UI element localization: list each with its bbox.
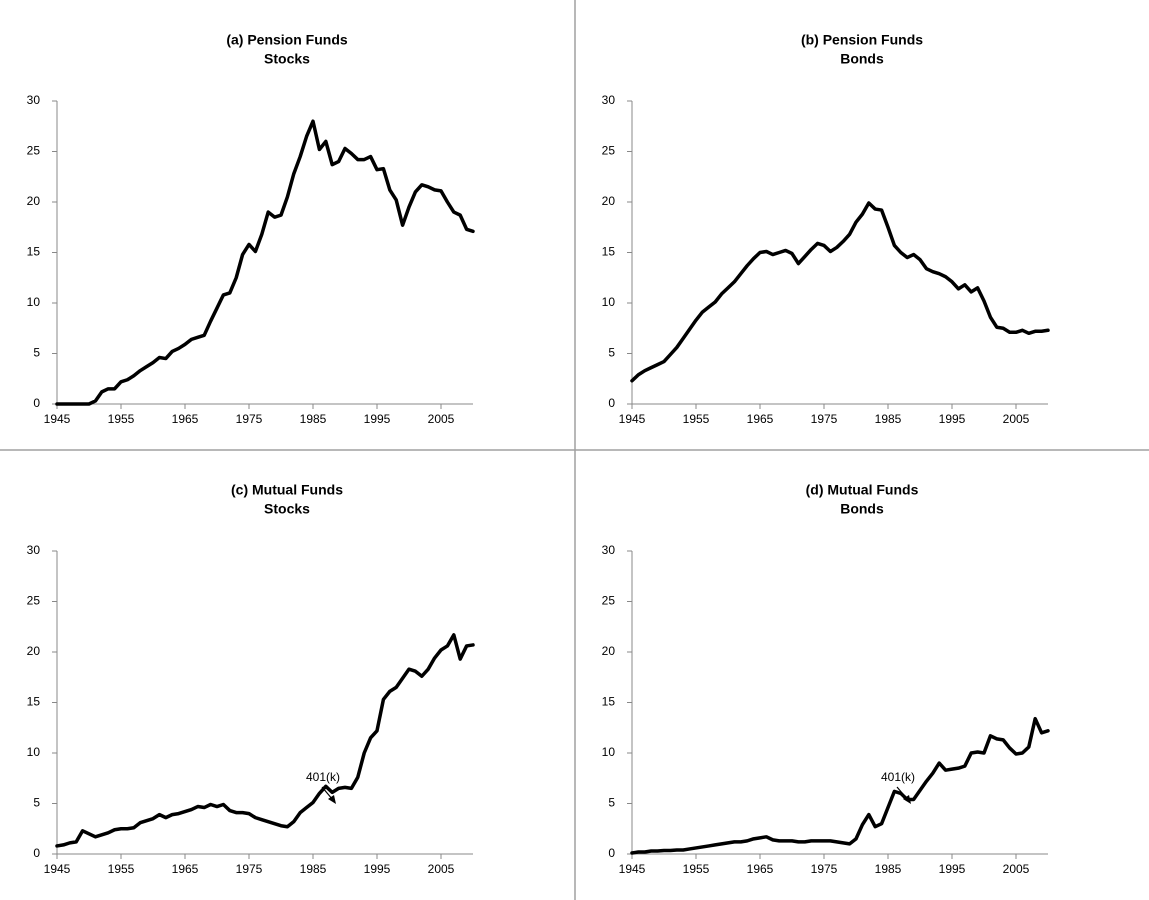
x-tick-label: 2005 <box>428 412 455 426</box>
y-tick-label: 0 <box>608 846 615 860</box>
y-tick-label: 20 <box>27 644 41 658</box>
x-tick-label: 1975 <box>811 412 838 426</box>
y-tick-label: 5 <box>608 796 615 810</box>
x-tick-label: 1945 <box>619 412 646 426</box>
y-tick-label: 30 <box>27 93 41 107</box>
x-tick-label: 1985 <box>300 862 327 876</box>
chart-panel: (b) Pension Funds Bonds 0 5 10 15 20 25 30 1945 19… <box>602 32 1050 426</box>
x-tick-label: 1975 <box>236 862 263 876</box>
x-tick-label: 1965 <box>172 412 199 426</box>
annotation: 401(k) <box>881 770 915 784</box>
x-tick-label: 1985 <box>875 412 902 426</box>
x-tick-label: 1995 <box>939 412 966 426</box>
x-tick-label: 1975 <box>236 412 263 426</box>
x-tick-label: 1945 <box>44 862 71 876</box>
x-tick-label: 1985 <box>875 862 902 876</box>
y-tick-label: 0 <box>33 396 40 410</box>
y-tick-label: 10 <box>602 745 616 759</box>
chart-panel: (a) Pension Funds Stocks 0 5 10 15 20 25 30 1945 1… <box>27 32 475 426</box>
x-tick-label: 1995 <box>364 412 391 426</box>
y-tick-label: 20 <box>27 194 41 208</box>
x-tick-label: 1985 <box>300 412 327 426</box>
x-tick-label: 2005 <box>1003 862 1030 876</box>
data-line <box>630 716 1050 855</box>
x-tick-label: 1965 <box>747 412 774 426</box>
y-tick-label: 25 <box>602 144 616 158</box>
x-tick-label: 1975 <box>811 862 838 876</box>
chart-title: (d) Mutual Funds <box>806 482 919 498</box>
x-tick-label: 1995 <box>939 862 966 876</box>
y-tick-label: 0 <box>608 396 615 410</box>
y-tick-label: 10 <box>27 745 41 759</box>
chart-panel: (c) Mutual Funds Stocks 0 5 10 15 20 25 30 1945 19… <box>27 482 475 876</box>
y-tick-label: 15 <box>27 695 41 709</box>
x-tick-label: 1945 <box>44 412 71 426</box>
y-tick-label: 25 <box>27 144 41 158</box>
data-line <box>55 633 475 848</box>
x-tick-label: 1955 <box>108 412 135 426</box>
x-tick-label: 1955 <box>683 862 710 876</box>
y-tick-label: 30 <box>602 93 616 107</box>
y-tick-label: 25 <box>602 594 616 608</box>
y-tick-label: 15 <box>602 695 616 709</box>
x-tick-label: 1955 <box>108 862 135 876</box>
x-tick-label: 1995 <box>364 862 391 876</box>
data-line <box>630 201 1050 383</box>
y-tick-label: 20 <box>602 194 616 208</box>
y-tick-label: 15 <box>27 245 41 259</box>
chart-subtitle: Stocks <box>264 51 310 67</box>
y-tick-label: 15 <box>602 245 616 259</box>
chart-subtitle: Bonds <box>840 51 884 67</box>
y-tick-label: 30 <box>602 543 616 557</box>
chart-subtitle: Stocks <box>264 501 310 517</box>
chart-title: (a) Pension Funds <box>226 32 348 48</box>
chart-panel: (d) Mutual Funds Bonds 0 5 10 15 20 25 30 1945 195… <box>602 482 1050 876</box>
y-tick-label: 30 <box>27 543 41 557</box>
y-tick-label: 10 <box>602 295 616 309</box>
x-tick-label: 1955 <box>683 412 710 426</box>
y-tick-label: 5 <box>33 346 40 360</box>
chart-title: (c) Mutual Funds <box>231 482 343 498</box>
y-tick-label: 5 <box>33 796 40 810</box>
y-tick-label: 20 <box>602 644 616 658</box>
chart-subtitle: Bonds <box>840 501 884 517</box>
x-tick-label: 2005 <box>428 862 455 876</box>
annotation-arrowhead <box>328 795 336 804</box>
annotation-arrowhead <box>903 795 911 804</box>
x-tick-label: 1965 <box>747 862 774 876</box>
y-tick-label: 5 <box>608 346 615 360</box>
x-tick-label: 1965 <box>172 862 199 876</box>
x-tick-label: 2005 <box>1003 412 1030 426</box>
y-tick-label: 0 <box>33 846 40 860</box>
data-line <box>55 119 475 406</box>
chart-title: (b) Pension Funds <box>801 32 923 48</box>
x-tick-label: 1945 <box>619 862 646 876</box>
y-tick-label: 25 <box>27 594 41 608</box>
y-tick-label: 10 <box>27 295 41 309</box>
annotation: 401(k) <box>306 770 340 784</box>
